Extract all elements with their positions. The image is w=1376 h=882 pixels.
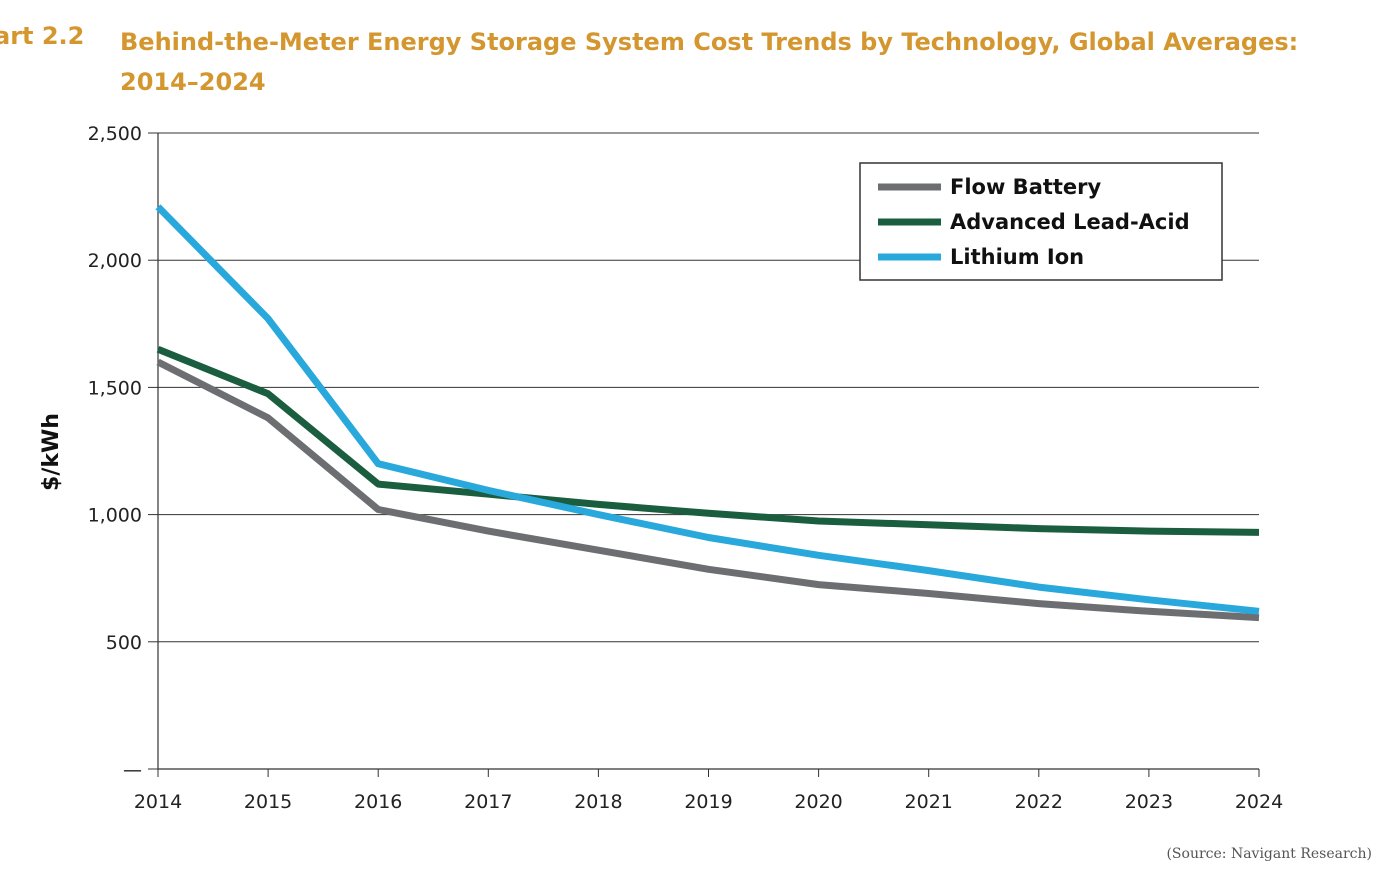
x-tick-label: 2022 <box>1015 791 1063 813</box>
series-line-lithium-ion <box>155 204 1260 615</box>
x-tick-label: 2023 <box>1125 791 1173 813</box>
source-note: (Source: Navigant Research) <box>1166 846 1372 862</box>
x-tick-label: 2016 <box>354 791 402 813</box>
legend: Flow Battery Advanced Lead-Acid Lithium Io… <box>859 162 1223 281</box>
x-tick-label: 2024 <box>1235 791 1283 813</box>
y-tick-label: — <box>123 759 142 781</box>
x-tick-label: 2015 <box>244 791 292 813</box>
y-tick-label: 1,500 <box>88 377 142 399</box>
x-tick-label: 2018 <box>574 791 622 813</box>
y-tick-label: 2,000 <box>88 250 142 272</box>
y-axis-label: $/kWh <box>39 413 64 491</box>
x-tick-label: 2020 <box>794 791 842 813</box>
x-tick-label: 2017 <box>464 791 512 813</box>
axes <box>148 132 1260 777</box>
series-line-flow-battery <box>156 358 1260 622</box>
x-tick-label: 2019 <box>684 791 732 813</box>
legend-label: Flow Battery <box>950 175 1102 199</box>
chart-title: Behind-the-Meter Energy Storage System C… <box>120 28 1299 96</box>
y-tick-label: 500 <box>106 632 142 654</box>
series-lines <box>155 204 1260 622</box>
y-tick-label: 2,500 <box>88 123 142 145</box>
legend-label: Lithium Ion <box>950 245 1084 269</box>
x-tick-label: 2014 <box>134 791 182 813</box>
x-tick-label: 2021 <box>905 791 953 813</box>
chart-number-label: art 2.2 <box>0 22 85 50</box>
x-tick-labels: 2014 2015 2016 2017 2018 2019 2020 2021 2022 2023… <box>134 791 1283 813</box>
y-tick-label: 1,000 <box>88 505 142 527</box>
series-line-advanced-lead-acid <box>156 345 1260 536</box>
legend-label: Advanced Lead-Acid <box>950 210 1190 234</box>
y-tick-labels: — 500 1,000 1,500 2,000 2,500 <box>88 123 142 781</box>
